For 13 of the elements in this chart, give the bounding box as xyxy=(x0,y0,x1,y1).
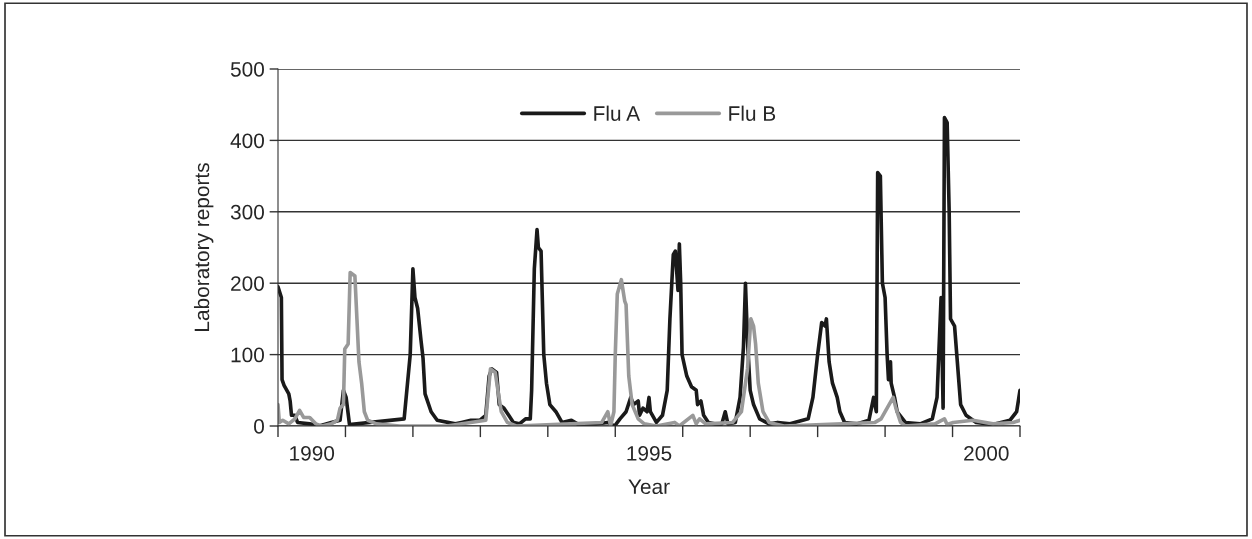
y-tick-label: 500 xyxy=(230,62,264,77)
y-tick-label: 400 xyxy=(230,133,264,149)
y-axis-title: Laboratory reports xyxy=(193,163,214,331)
x-tick-label: 1995 xyxy=(627,445,672,461)
y-tick-label: 100 xyxy=(231,347,264,363)
y-tick-label: 200 xyxy=(231,276,264,291)
legend-label: Flu A xyxy=(594,105,641,121)
x-tick-label: 2000 xyxy=(964,445,1009,461)
y-tick-label: 0 xyxy=(254,419,264,434)
legend-label: Flu B xyxy=(729,105,776,121)
y-tick-label: 300 xyxy=(230,204,264,220)
x-axis-title: Year xyxy=(628,479,670,495)
x-tick-label: 1990 xyxy=(290,445,335,461)
